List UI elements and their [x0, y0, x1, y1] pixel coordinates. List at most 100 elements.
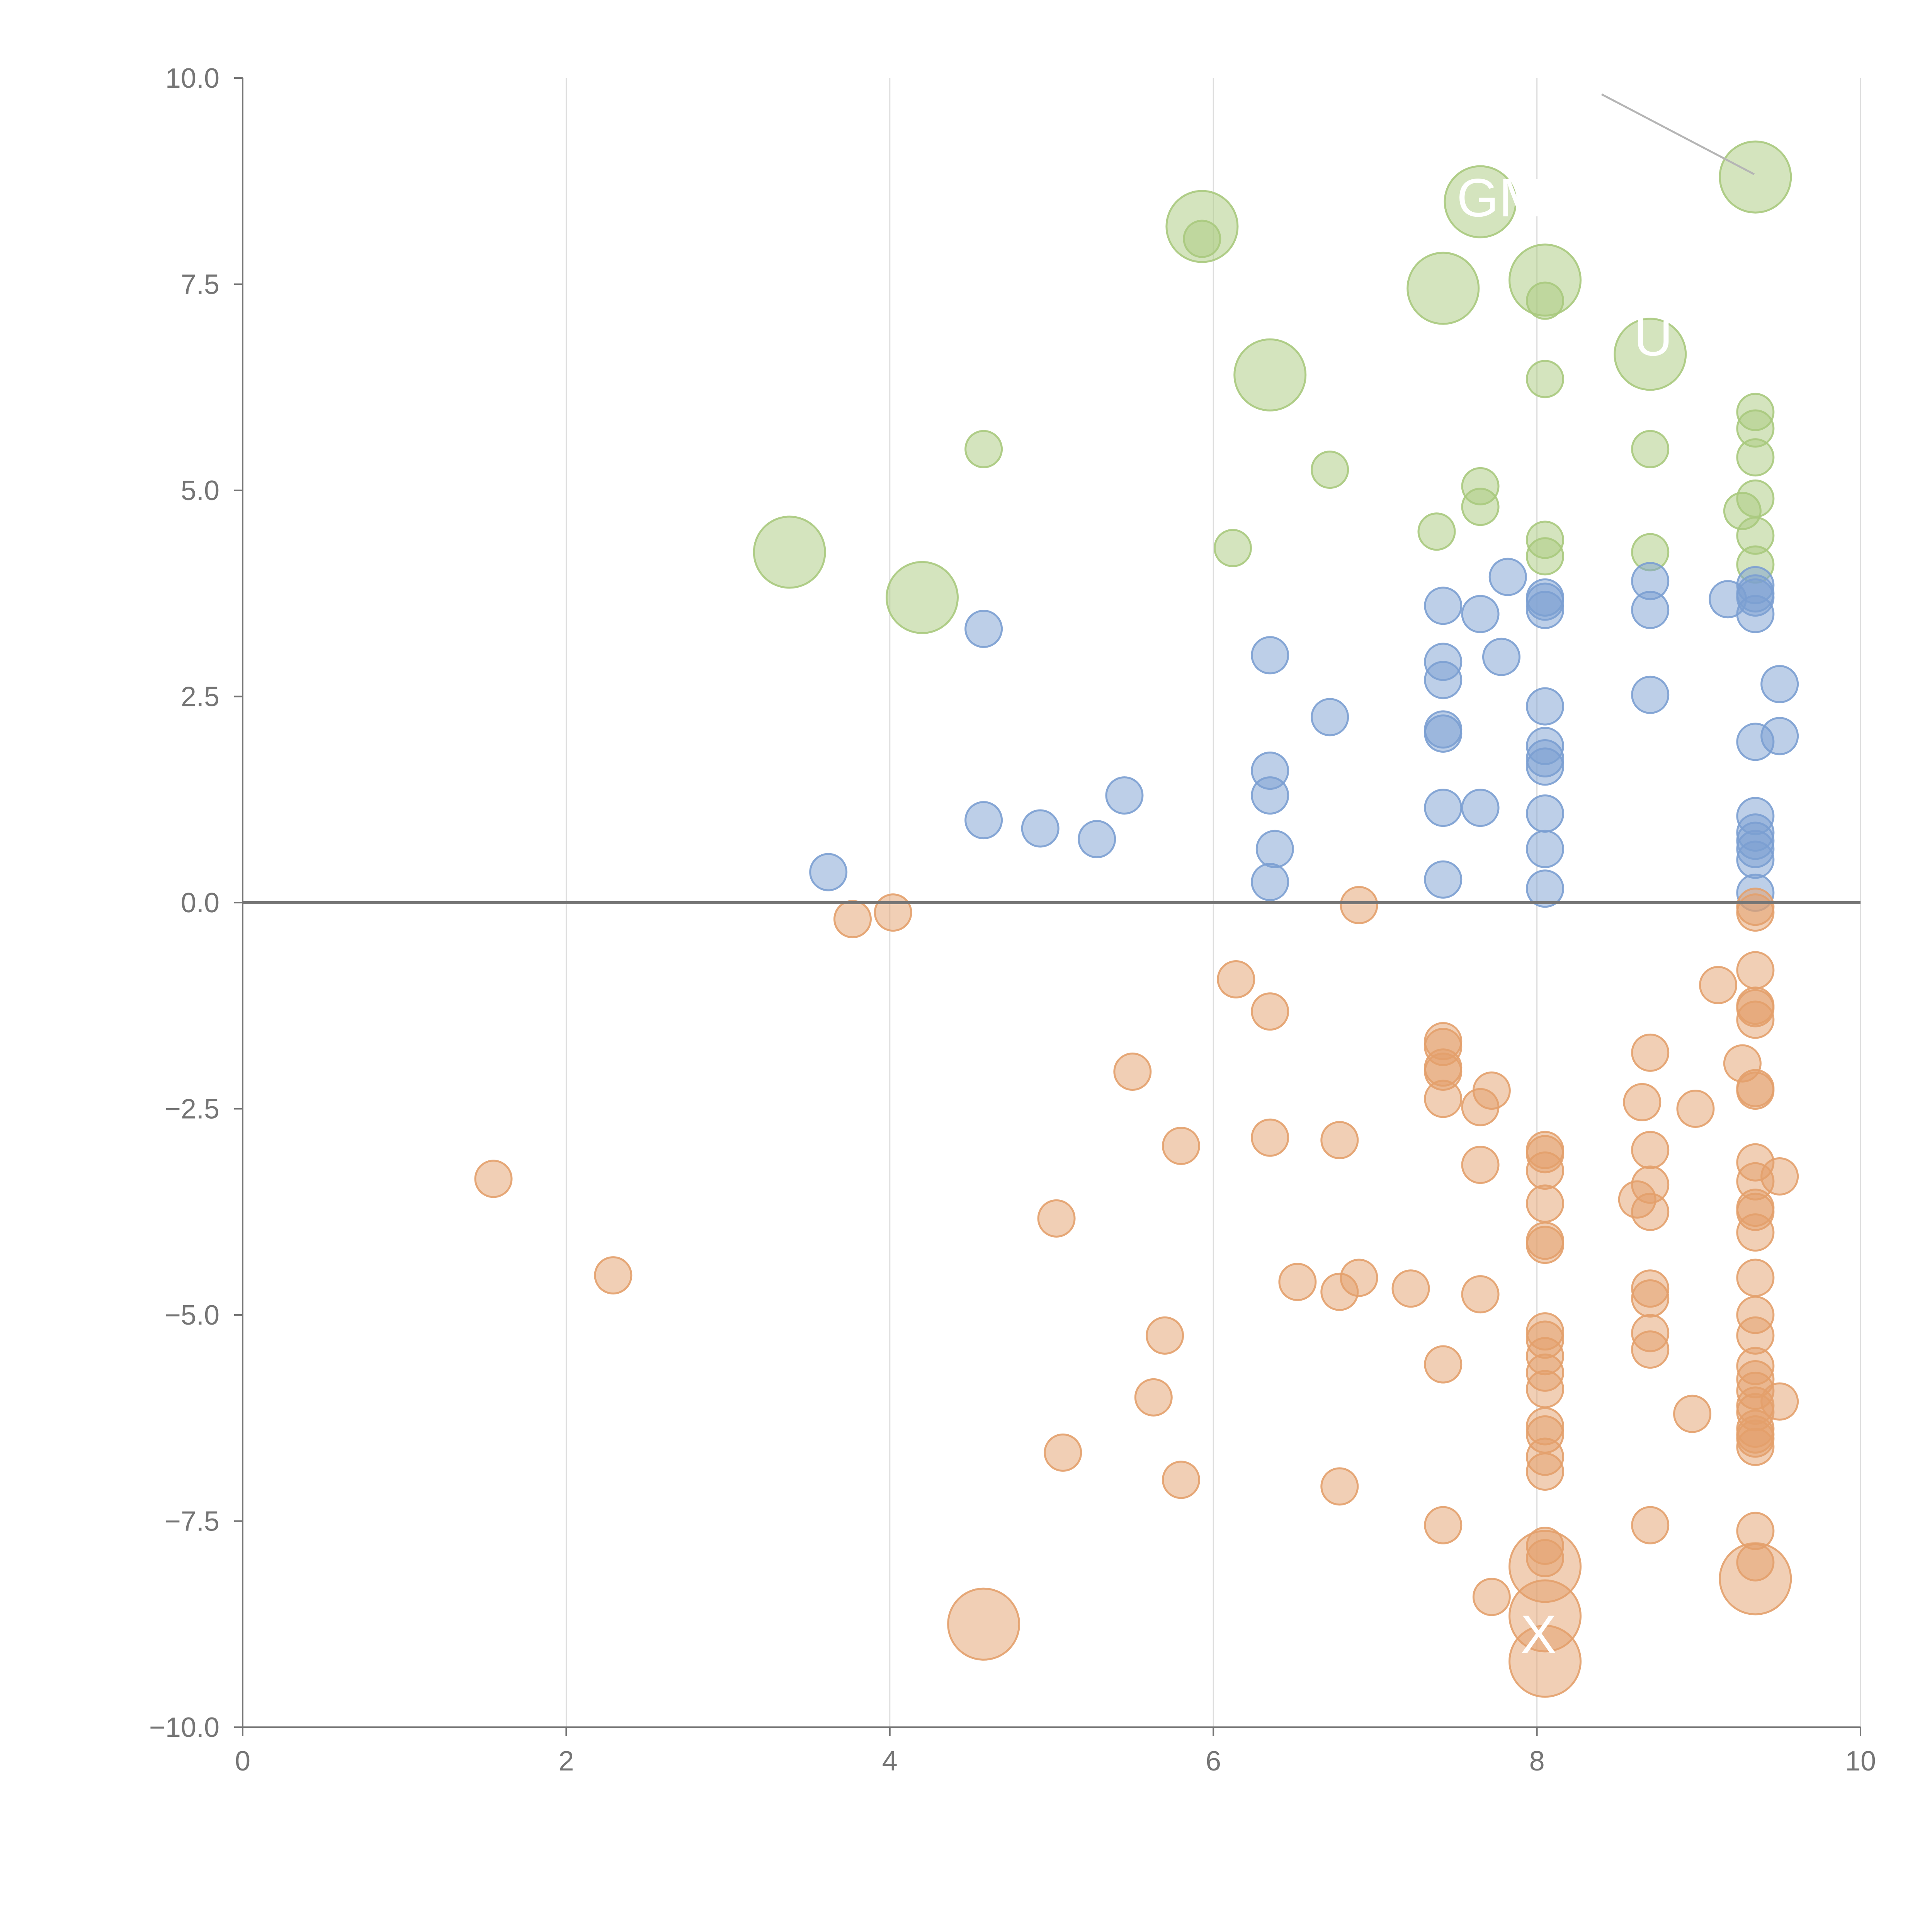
x-axis-ticks: 0 2 4 6 8 10	[235, 1727, 1876, 1777]
x-tick-label-2: 4	[882, 1746, 898, 1777]
bubble-green-6	[1526, 281, 1565, 320]
bubble-orange-18	[1113, 1052, 1152, 1091]
bubble-blue-21	[1311, 698, 1349, 736]
bubble-blue-32	[1424, 789, 1463, 827]
bubble-blue-15	[1482, 638, 1520, 676]
bubble-orange-47	[1526, 1226, 1565, 1264]
bubble-green-12	[964, 430, 1003, 468]
bubble-green-1	[1444, 165, 1517, 238]
bubble-orange-10	[1251, 992, 1289, 1031]
bubble-orange-11	[1736, 1000, 1775, 1039]
bubble-orange-26	[1251, 1118, 1289, 1157]
y-tick-label-6: 5.0	[181, 475, 219, 506]
x-tick-label-1: 2	[558, 1746, 574, 1777]
bubble-orange-71	[1134, 1378, 1173, 1417]
bubble-blue-41	[1255, 830, 1294, 868]
bubble-orange-98	[1509, 1624, 1582, 1698]
bubble-green-20	[1417, 512, 1456, 551]
bubble-green-0	[1719, 140, 1792, 214]
bubble-orange-82	[1044, 1433, 1082, 1472]
bubble-label-x: X	[1520, 1604, 1556, 1665]
bubble-orange-30	[1631, 1131, 1670, 1169]
bubble-green-8	[1233, 338, 1307, 412]
bubble-green-5	[1406, 252, 1480, 325]
bubble-blue-11	[1461, 595, 1500, 633]
bubble-blue-47	[1251, 863, 1289, 901]
bubble-blue-37	[1021, 809, 1060, 848]
bubble-green-28	[886, 561, 959, 634]
bubble-orange-88	[1631, 1506, 1670, 1544]
bubble-orange-36	[474, 1160, 513, 1198]
bubble-blue-36	[964, 801, 1003, 840]
y-tick-label-1: −7.5	[165, 1506, 219, 1537]
bubble-blue-18	[1760, 665, 1799, 703]
bubble-blue-46	[1424, 860, 1463, 899]
bubble-blue-10	[1631, 590, 1670, 629]
bubble-blue-34	[1526, 794, 1565, 833]
bubble-orange-22	[1424, 1080, 1463, 1118]
bubble-points	[474, 140, 1799, 1698]
y-tick-label-5: 2.5	[181, 682, 219, 713]
bubble-blue-12	[1736, 595, 1775, 633]
bubble-blue-13	[964, 610, 1003, 648]
bubble-orange-56	[1631, 1279, 1670, 1318]
bubble-blue-25	[1736, 723, 1775, 761]
bubble-orange-23	[1623, 1083, 1662, 1121]
bubble-green-3	[1183, 219, 1221, 258]
bubble-blue-28	[1526, 747, 1565, 786]
bubble-orange-86	[1320, 1467, 1359, 1506]
bubble-orange-4	[833, 900, 872, 939]
y-tick-label-8: 10.0	[165, 63, 219, 94]
bubble-orange-34	[1526, 1151, 1565, 1190]
bubble-orange-63	[1631, 1330, 1670, 1369]
bubble-green-18	[1461, 488, 1500, 526]
bubble-orange-40	[1526, 1184, 1565, 1223]
bubble-blue-9	[1526, 590, 1565, 629]
bubble-green-26	[1526, 537, 1565, 576]
bubble-orange-60	[1146, 1316, 1184, 1355]
bubble-orange-52	[1391, 1269, 1430, 1308]
bubble-orange-25	[1676, 1090, 1715, 1128]
bubble-blue-31	[1251, 776, 1289, 815]
bubble-orange-28	[1162, 1127, 1200, 1165]
bubble-blue-42	[1526, 830, 1565, 868]
bubble-blue-48	[1526, 869, 1565, 908]
bubble-blue-17	[1424, 661, 1463, 699]
bubble-blue-39	[1078, 820, 1116, 859]
bubble-orange-45	[1736, 1213, 1775, 1252]
bubble-blue-0	[1488, 558, 1527, 596]
bubble-blue-45	[809, 853, 848, 891]
y-tick-label-7: 7.5	[181, 269, 219, 300]
bubble-blue-30	[1105, 776, 1144, 815]
bubble-green-23	[753, 515, 826, 589]
bubble-orange-48	[594, 1256, 633, 1295]
bubble-orange-85	[1162, 1461, 1200, 1499]
bubble-orange-94	[1719, 1542, 1792, 1616]
bubble-blue-8	[1424, 587, 1463, 625]
bubble-orange-97	[947, 1587, 1020, 1661]
bubble-orange-69	[1526, 1370, 1565, 1408]
bubble-orange-24	[1461, 1088, 1500, 1126]
y-tick-label-0: −10.0	[149, 1712, 219, 1743]
bubble-orange-5	[1736, 951, 1775, 990]
bubble-labels: GM U X	[1457, 167, 1673, 1665]
bubble-green-7	[1614, 318, 1687, 391]
bubble-orange-0	[1340, 886, 1378, 924]
bubble-orange-44	[1037, 1199, 1076, 1238]
bubble-orange-3	[874, 893, 912, 932]
annotation-leader-line	[1601, 93, 1755, 175]
bubble-blue-20	[1526, 687, 1565, 726]
bubble-green-14	[1736, 438, 1775, 477]
bubble-orange-49	[1736, 1259, 1775, 1297]
y-axis-ticks: −10.0 −7.5 −5.0 −2.5 0.0 2.5 5.0 7.5 10.0	[149, 63, 243, 1743]
x-tick-label-5: 10	[1845, 1746, 1876, 1777]
x-tick-label-0: 0	[235, 1746, 250, 1777]
bubble-green-9	[1526, 360, 1565, 398]
bubble-orange-84	[1526, 1452, 1565, 1491]
bubble-orange-33	[1461, 1146, 1500, 1184]
bubble-green-13	[1631, 430, 1670, 468]
bubble-orange-43	[1631, 1192, 1670, 1231]
bubble-orange-95	[1472, 1578, 1511, 1616]
bubble-blue-23	[1424, 714, 1463, 753]
